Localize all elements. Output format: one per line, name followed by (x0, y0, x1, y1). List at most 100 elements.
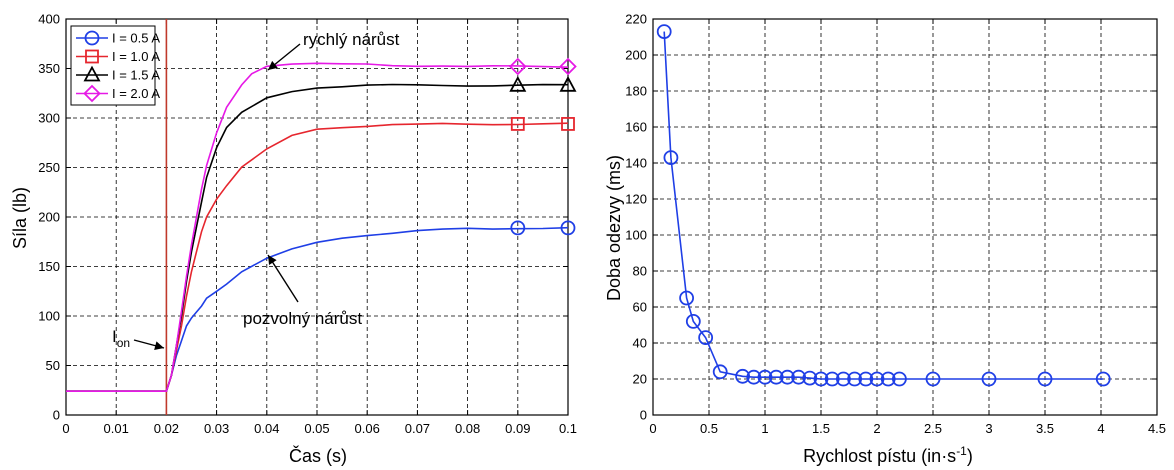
response-series-marker (746, 369, 762, 385)
left-axes-frame (65, 18, 569, 416)
legend-label-2: I = 1.0 A (112, 49, 160, 64)
left-y-tick-label: 150 (38, 259, 60, 274)
response-series-marker (663, 150, 679, 166)
left-x-tick-label: 0 (62, 421, 69, 436)
response-series-marker (836, 371, 851, 387)
right-y-tick-label: 40 (633, 336, 647, 351)
response-series-marker (698, 330, 714, 346)
ion-arrow-head (154, 341, 164, 351)
slow-rise-arrow-shaft (267, 254, 299, 303)
slow-rise-arrow (267, 254, 299, 303)
response-series-marker (679, 290, 694, 306)
right-y-tick-label: 20 (633, 372, 647, 387)
series-marker-3 (559, 75, 577, 92)
response-series-marker (685, 313, 701, 329)
series-marker-2 (510, 117, 525, 131)
right-y-tick-label: 100 (625, 228, 647, 243)
response-series-marker (791, 369, 806, 385)
fast-rise-arrow (267, 43, 301, 71)
right-plot-area: 0 0.5 1 1.5 2 2.5 3 3.5 4 4.5 0 20 40 60 80 100 120 140 16… (625, 12, 1166, 437)
response-series-marker (847, 371, 862, 387)
response-series-marker (780, 369, 795, 385)
left-x-tick-label: 0.03 (204, 421, 229, 436)
legend-marker-2 (85, 49, 99, 64)
series-marker-1 (560, 220, 576, 236)
response-series-line (663, 31, 1104, 380)
left-y-tick-label: 250 (38, 160, 60, 175)
left-y-tick-label: 50 (46, 358, 60, 373)
slow-rise-annotation: pozvolný nárůst (243, 309, 362, 328)
right-x-tick-label: 4 (1097, 421, 1104, 436)
right-y-tick-label: 160 (625, 120, 647, 135)
left-x-tick-label: 0.01 (104, 421, 129, 436)
fast-rise-annotation: rychlý nárůst (303, 30, 400, 49)
x-axis-label: Čas (s) (289, 445, 347, 466)
series-marker-2 (561, 117, 575, 131)
response-series-marker (925, 371, 941, 387)
right-y-tick-label: 60 (633, 300, 647, 315)
series-marker-1 (510, 220, 526, 236)
left-x-tick-label: 0.07 (405, 421, 430, 436)
right-x-tick-label: 0 (649, 421, 656, 436)
response-series-marker (712, 364, 728, 380)
ion-arrow (133, 339, 165, 351)
right-x-tick-label: 3.5 (1036, 421, 1054, 436)
x-axis-label-right: Rychlost pístu (in·s-1) (803, 444, 973, 466)
series-marker-4 (559, 57, 577, 76)
right-y-tick-label: 140 (625, 156, 647, 171)
left-x-tick-label: 0.04 (254, 421, 279, 436)
legend-label-4: I = 2.0 A (112, 86, 160, 101)
legend: I = 0.5 A I = 1.0 A I = 1.5 A I = 2.0 A (70, 25, 160, 106)
right-y-tick-label: 180 (625, 84, 647, 99)
series-marker-3 (509, 75, 527, 92)
response-series-marker (656, 24, 672, 40)
right-x-tick-label: 0.5 (700, 421, 718, 436)
ion-annotation: Ion (112, 327, 130, 350)
left-x-tick-label: 0.09 (505, 421, 530, 436)
legend-label-3: I = 1.5 A (112, 68, 160, 83)
left-x-tick-label: 0.06 (355, 421, 380, 436)
right-y-tick-label: 200 (625, 48, 647, 63)
left-x-tick-label: 0.08 (455, 421, 480, 436)
slow-rise-arrow-head (268, 255, 277, 266)
fast-rise-arrow-head (268, 60, 278, 70)
left-y-tick-label: 350 (38, 61, 60, 76)
left-y-tick-label: 100 (38, 309, 60, 324)
legend-marker-3 (83, 65, 101, 82)
response-series-marker (813, 371, 829, 387)
right-x-tick-label: 3 (985, 421, 992, 436)
legend-marker-1 (84, 30, 100, 46)
left-x-tick-label: 0.1 (559, 421, 577, 436)
response-series-marker (824, 371, 840, 387)
response-series-marker (869, 371, 885, 387)
force-time-chart: Čas (s) Síla (lb) rychlý nárůst pozvolný… (10, 30, 400, 466)
y-axis-label: Síla (lb) (10, 187, 30, 249)
left-x-tick-label: 0.05 (304, 421, 329, 436)
series-marker-4 (509, 57, 527, 76)
response-series-marker (981, 371, 997, 387)
response-series-marker (768, 369, 784, 385)
right-axes-frame (652, 18, 1158, 416)
y-axis-label-right: Doba odezvy (ms) (604, 155, 624, 301)
left-x-tick-label: 0.02 (154, 421, 179, 436)
right-x-tick-label: 2 (873, 421, 880, 436)
right-y-tick-label: 220 (625, 12, 647, 27)
right-y-tick-label: 0 (640, 408, 647, 423)
legend-label-1: I = 0.5 A (112, 31, 160, 46)
response-series-marker (892, 371, 907, 387)
left-y-tick-label: 300 (38, 111, 60, 126)
right-y-tick-label: 80 (633, 264, 647, 279)
right-x-tick-label: 4.5 (1148, 421, 1166, 436)
response-series-marker (802, 370, 818, 386)
right-x-tick-label: 1.5 (812, 421, 830, 436)
right-y-tick-label: 120 (625, 192, 647, 207)
response-series-marker (1095, 371, 1111, 387)
right-x-tick-label: 2.5 (924, 421, 942, 436)
left-plot-area: 0 0.01 0.02 0.03 0.04 0.05 0.06 0.07 0.08 0.09 0.1… (38, 12, 577, 437)
response-series-marker (858, 371, 874, 387)
response-time-chart: Doba odezvy (ms) Rychlost pístu (in·s-1) (604, 155, 973, 466)
response-series-marker (1037, 371, 1053, 387)
response-series-marker (880, 371, 896, 387)
right-x-tick-label: 1 (761, 421, 768, 436)
